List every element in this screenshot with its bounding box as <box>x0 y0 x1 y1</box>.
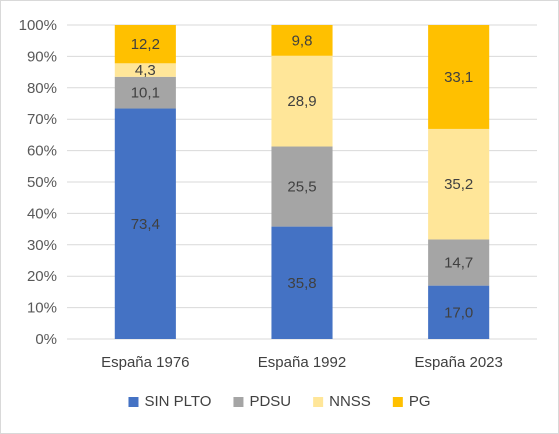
legend-label: PDSU <box>249 393 291 410</box>
y-tick-label: 0% <box>35 331 57 348</box>
y-axis-tick-labels: 0% 10% 20% 30% 40% 50% 60% 70% 80% 90% 100% <box>19 17 57 348</box>
y-tick-label: 30% <box>27 237 57 254</box>
bar-segment <box>114 25 176 64</box>
data-label: 4,3 <box>135 62 156 79</box>
x-category-label: España 1976 <box>101 354 189 371</box>
data-label: 28,9 <box>287 93 316 110</box>
data-label: 10,1 <box>131 85 160 102</box>
bar-segment <box>114 63 176 77</box>
bar-segment <box>271 226 333 339</box>
bar-segment <box>271 146 333 227</box>
bar-segment <box>428 239 490 286</box>
bar-segment <box>114 108 176 339</box>
data-label: 35,2 <box>444 176 473 193</box>
data-label: 25,5 <box>287 179 316 196</box>
y-tick-label: 80% <box>27 80 57 97</box>
data-label: 73,4 <box>131 216 160 233</box>
y-tick-label: 90% <box>27 48 57 65</box>
bar-segment <box>271 55 333 147</box>
x-category-label: España 1992 <box>258 354 346 371</box>
y-tick-label: 70% <box>27 111 57 128</box>
data-label: 12,2 <box>131 36 160 53</box>
y-tick-label: 40% <box>27 205 57 222</box>
data-labels: 73,4 10,1 4,3 12,2 35,8 25,5 28,9 9,8 17,0 14,7 35… <box>131 32 474 321</box>
legend: SIN PLTO PDSU NNSS PG <box>128 393 431 410</box>
legend-label: PG <box>409 393 431 410</box>
bar-segment <box>114 76 176 109</box>
legend-swatch <box>128 397 139 407</box>
x-axis-category-labels: España 1976 España 1992 España 2023 <box>101 354 503 371</box>
y-tick-label: 20% <box>27 268 57 285</box>
data-label: 35,8 <box>287 275 316 292</box>
bar-segment <box>428 128 490 240</box>
legend-label: NNSS <box>329 393 371 410</box>
y-tick-label: 100% <box>19 17 57 34</box>
y-tick-label: 60% <box>27 143 57 160</box>
legend-swatch <box>392 397 403 407</box>
bar-segment <box>428 25 490 129</box>
bar-segment <box>271 25 333 56</box>
data-label: 17,0 <box>444 304 473 321</box>
bar-segment <box>428 285 490 339</box>
legend-swatch <box>313 397 324 407</box>
y-tick-label: 50% <box>27 174 57 191</box>
data-label: 9,8 <box>292 32 313 49</box>
y-tick-label: 10% <box>27 300 57 317</box>
x-category-label: España 2023 <box>414 354 502 371</box>
bars <box>114 25 490 339</box>
data-label: 14,7 <box>444 255 473 272</box>
legend-swatch <box>233 397 244 407</box>
legend-label: SIN PLTO <box>144 393 211 410</box>
data-label: 33,1 <box>444 69 473 86</box>
